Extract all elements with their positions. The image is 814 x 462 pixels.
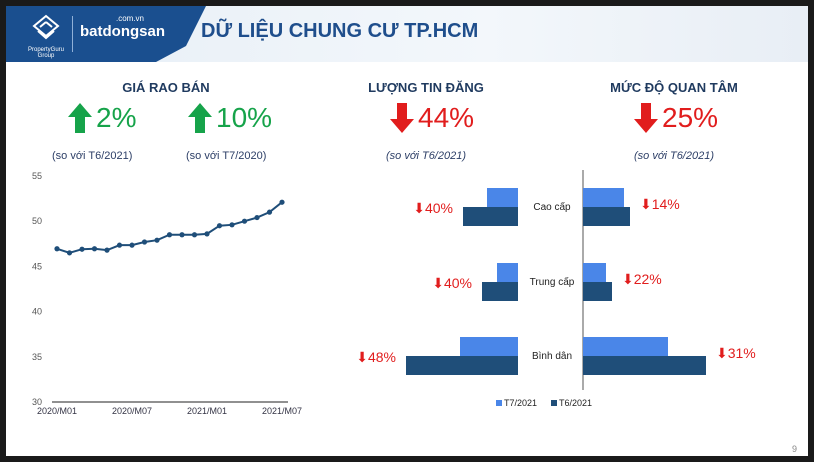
kpi-listings: 44%: [390, 102, 474, 134]
kpi-price-yoy: 10%: [188, 102, 272, 134]
slide: PropertyGuru Group .com.vn batdongsan DỮ…: [6, 6, 808, 456]
page-number: 9: [792, 444, 798, 454]
logo-panel: [6, 6, 206, 62]
right-bar: [583, 337, 668, 356]
data-point: [54, 246, 60, 252]
left-bar: [482, 282, 518, 301]
arrow-up-icon: [68, 103, 92, 133]
data-point: [129, 242, 135, 248]
kpi-price-mom: 2%: [68, 102, 136, 134]
data-point: [254, 214, 260, 221]
data-point: [266, 209, 273, 215]
y-tick-label: 45: [32, 261, 42, 271]
propertyguru-icon: [32, 14, 60, 40]
right-bar: [583, 356, 706, 375]
arrow-up-icon: [188, 103, 212, 133]
y-tick-label: 35: [32, 352, 42, 362]
data-point: [216, 223, 223, 229]
category-label: Trung cấp: [530, 276, 575, 288]
left-bar: [463, 207, 518, 226]
data-point: [79, 246, 85, 252]
data-point: [179, 232, 185, 238]
y-tick-label: 30: [32, 397, 42, 407]
x-tick-label: 2021/M01: [187, 406, 227, 416]
propertyguru-logo: PropertyGuru Group: [26, 14, 66, 59]
price-line-chart: 30 35 40 45 50 55 2020/M01 2020/M07 2021/M01 2021…: [32, 171, 302, 416]
legend-t7: T7/2021: [496, 398, 537, 408]
y-tick-label: 50: [32, 216, 42, 226]
left-change-label: ⬇40%: [432, 275, 472, 291]
butterfly-bar-chart: Cao cấp ⬇40% ⬇14% Trung cấp ⬇40% ⬇22% Bình dân…: [356, 170, 756, 390]
left-bar: [487, 188, 518, 207]
right-bar: [583, 282, 612, 301]
arrow-down-icon: [390, 103, 414, 133]
batdongsan-logo: .com.vn batdongsan: [80, 14, 165, 40]
data-point: [229, 222, 235, 228]
left-change-label: ⬇48%: [356, 349, 396, 365]
x-tick-label: 2020/M01: [37, 406, 77, 416]
x-tick-label: 2021/M07: [262, 406, 302, 416]
left-change-label: ⬇40%: [413, 200, 453, 216]
y-tick-label: 40: [32, 307, 42, 317]
x-tick-label: 2020/M07: [112, 406, 152, 416]
left-bar: [406, 356, 518, 375]
kpi-interest: 25%: [634, 102, 718, 134]
category-label: Cao cấp: [533, 201, 571, 213]
kpi-interest-title: MỨC ĐỘ QUAN TÂM: [610, 80, 738, 95]
legend: T7/2021 T6/2021: [496, 398, 592, 408]
data-point: [154, 237, 160, 243]
page-title: DỮ LIỆU CHUNG CƯ TP.HCM: [201, 20, 479, 42]
left-bar: [460, 337, 518, 356]
right-bar: [583, 263, 606, 282]
data-point: [66, 250, 73, 256]
arrow-down-icon: [634, 103, 658, 133]
right-bar: [583, 207, 630, 226]
data-point: [191, 232, 198, 238]
right-change-label: ⬇22%: [622, 271, 662, 287]
data-point: [241, 218, 248, 224]
right-bar: [583, 188, 624, 207]
left-bar: [497, 263, 518, 282]
data-point: [279, 199, 285, 205]
category-label: Bình dân: [532, 351, 572, 362]
kpi-listings-title: LƯỢNG TIN ĐĂNG: [368, 80, 484, 95]
legend-t6: T6/2021: [551, 398, 592, 408]
data-point: [166, 232, 173, 238]
y-tick-label: 55: [32, 171, 42, 181]
data-point: [141, 239, 148, 245]
right-change-label: ⬇31%: [716, 345, 756, 361]
data-point: [104, 247, 110, 253]
data-point: [116, 242, 123, 248]
right-change-label: ⬇14%: [640, 196, 680, 212]
data-point: [204, 231, 210, 237]
data-point: [91, 246, 98, 252]
kpi-price-title: GIÁ RAO BÁN: [122, 80, 210, 95]
